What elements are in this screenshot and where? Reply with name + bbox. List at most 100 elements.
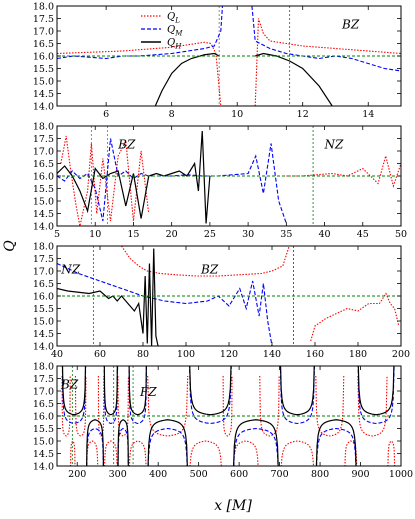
- series-q-l-line: [259, 375, 280, 437]
- y-tick-label: 17.5: [33, 254, 54, 265]
- series-q-m-line: [128, 366, 147, 425]
- panel-1: 14.014.5 15.015.5 16.016.5 17.017.5 18.0 6 8 10…: [33, 1, 402, 120]
- plot-area: [57, 6, 401, 106]
- y-tick-label: 16.0: [33, 411, 54, 422]
- panel-4: 14.014.5 15.015.5 16.016.5 17.017.5 18.0 200 3…: [33, 361, 413, 480]
- series-q-h-line: [255, 52, 333, 106]
- panel-3: 14.014.5 15.015.5 16.016.5 17.017.5 18.0 40 60…: [33, 241, 410, 360]
- series-q-l-line: [61, 375, 71, 437]
- y-tick-label: 18.0: [33, 361, 54, 372]
- series-q-h-line: [233, 419, 279, 466]
- zone-annotation: BZ: [117, 138, 136, 152]
- series-q-h-line: [117, 419, 129, 466]
- y-tick-label: 14.0: [33, 461, 54, 472]
- zone-annotation: FZ: [139, 385, 157, 399]
- y-tick-label: 15.0: [33, 76, 54, 87]
- x-tick-label: 12: [297, 109, 309, 120]
- series-q-h-line: [86, 419, 105, 466]
- series-q-h-line: [61, 366, 87, 416]
- series-q-m-line: [357, 366, 395, 425]
- series-q-l-line: [74, 375, 87, 437]
- x-tick-label: 10: [89, 229, 101, 240]
- y-tick-label: 15.0: [33, 196, 54, 207]
- x-tick-label: 25: [204, 229, 216, 240]
- x-tick-label: 45: [357, 229, 369, 240]
- x-tick-label: 6: [103, 109, 109, 120]
- y-tick-label: 17.0: [33, 146, 54, 157]
- legend-label-q-l: QL: [167, 12, 180, 25]
- x-tick-label: 50: [395, 229, 407, 240]
- series-q-l-line: [280, 440, 315, 466]
- x-tick-label: 35: [280, 229, 292, 240]
- y-tick-label: 14.5: [33, 329, 54, 340]
- series-q-l-line: [286, 153, 401, 188]
- series-q-h-line: [154, 52, 220, 106]
- x-tick-label: 40: [319, 229, 331, 240]
- x-tick-label: 1000: [389, 469, 413, 480]
- plot-area: [57, 246, 401, 346]
- series-q-l-line: [70, 440, 76, 466]
- y-tick-label: 17.0: [33, 386, 54, 397]
- y-tick-label: 14.0: [33, 221, 54, 232]
- series-q-l-line: [97, 375, 105, 437]
- legend-label-q-m: QM: [167, 25, 183, 38]
- series-q-m-line: [316, 427, 357, 466]
- y-tick-label: 16.0: [33, 291, 54, 302]
- x-tick-label: 40: [51, 349, 63, 360]
- series-q-h-line: [103, 366, 118, 416]
- y-tick-label: 14.0: [33, 101, 54, 112]
- series-q-h-line: [128, 366, 147, 416]
- series-q-m-line: [251, 6, 401, 72]
- series-q-m-line: [117, 427, 129, 466]
- y-tick-label: 16.0: [33, 51, 54, 62]
- y-tick-label: 14.5: [33, 449, 54, 460]
- zone-annotation: NZ: [60, 263, 81, 277]
- x-tick-label: 30: [242, 229, 254, 240]
- series-q-l-line: [60, 135, 150, 226]
- x-tick-label: 400: [149, 469, 167, 480]
- series-q-m-line: [233, 427, 279, 466]
- x-tick-label: 14: [362, 109, 374, 120]
- series-q-m-line: [279, 366, 315, 425]
- y-tick-label: 14.5: [33, 209, 54, 220]
- zone-annotation: BZ: [200, 263, 219, 277]
- y-tick-label: 16.0: [33, 171, 54, 182]
- plot-area: [57, 126, 401, 226]
- series-q-l-line: [232, 440, 259, 466]
- x-tick-label: 60: [94, 349, 106, 360]
- series-q-m-line: [86, 427, 104, 466]
- series-q-l-line: [86, 440, 99, 466]
- series-q-l-line: [310, 292, 400, 342]
- series-q-l-line: [189, 440, 222, 466]
- series-q-h-line: [357, 366, 395, 416]
- x-tick-label: 120: [220, 349, 238, 360]
- series-q-l-line: [254, 18, 401, 106]
- zone-annotation: NZ: [324, 138, 345, 152]
- series-q-l-line: [128, 440, 147, 466]
- y-tick-label: 16.5: [33, 159, 54, 170]
- series-q-m-line: [103, 366, 118, 425]
- x-axis-label: x [M]: [214, 498, 252, 514]
- y-tick-label: 14.0: [33, 341, 54, 352]
- x-tick-label: 180: [349, 349, 367, 360]
- x-tick-label: 80: [137, 349, 149, 360]
- x-tick-label: 100: [177, 349, 195, 360]
- x-tick-label: 200: [68, 469, 86, 480]
- x-tick-label: 140: [263, 349, 281, 360]
- series-q-l-line: [147, 375, 189, 437]
- y-tick-label: 17.0: [33, 26, 54, 37]
- y-tick-label: 16.5: [33, 279, 54, 290]
- series-q-m-line: [57, 6, 223, 60]
- series-q-m-line: [61, 366, 87, 425]
- y-axis-label: Q: [2, 240, 18, 252]
- series-q-h-line: [279, 366, 315, 416]
- y-tick-label: 17.5: [33, 134, 54, 145]
- y-tick-label: 15.5: [33, 304, 54, 315]
- series-q-l-line: [387, 440, 396, 466]
- series-q-l-line: [104, 440, 118, 466]
- zone-annotation: BZ: [60, 378, 79, 392]
- y-tick-label: 18.0: [33, 241, 54, 252]
- zone-annotation: BZ: [341, 18, 360, 32]
